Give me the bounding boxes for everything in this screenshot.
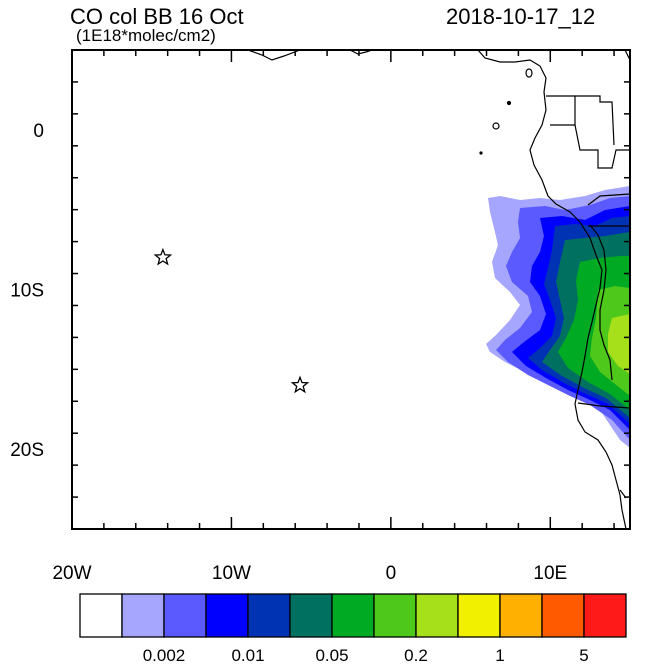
colorbar-label: 0.002 bbox=[143, 646, 186, 665]
x-tick-label: 0 bbox=[386, 563, 397, 584]
station-markers bbox=[153, 247, 310, 394]
colorbar-label: 5 bbox=[579, 646, 588, 665]
map-frame bbox=[71, 49, 631, 530]
colorbar-swatch bbox=[79, 593, 123, 638]
plot-title: CO col BB 16 Oct bbox=[70, 4, 244, 29]
colorbar-swatch bbox=[457, 593, 501, 638]
colorbar-swatch bbox=[583, 593, 627, 638]
timestamp-label: 2018-10-17_12 bbox=[446, 4, 596, 29]
colorbar-swatch bbox=[163, 593, 207, 638]
colorbar-swatch bbox=[331, 593, 375, 638]
star-marker bbox=[290, 375, 310, 394]
axis-tick-labels: 20W 10W 0 10E 0 10S 20S bbox=[10, 121, 567, 584]
units-label: (1E18*molec/cm2) bbox=[76, 26, 216, 45]
colorbar-swatch bbox=[205, 593, 249, 638]
y-tick-label: 10S bbox=[10, 281, 44, 302]
colorbar-label: 1 bbox=[495, 646, 504, 665]
x-tick-label: 10W bbox=[212, 563, 251, 584]
islands bbox=[479, 68, 533, 155]
colorbar-label: 0.2 bbox=[404, 646, 428, 665]
axis-ticks bbox=[71, 49, 630, 530]
colorbar: 0.002 0.01 0.05 0.2 1 5 bbox=[79, 593, 627, 665]
star-marker bbox=[153, 247, 173, 266]
y-tick-label: 0 bbox=[33, 121, 44, 142]
colorbar-swatch bbox=[499, 593, 543, 638]
colorbar-label: 0.01 bbox=[231, 646, 264, 665]
x-tick-label: 20W bbox=[52, 563, 91, 584]
colorbar-swatch bbox=[289, 593, 333, 638]
colorbar-swatch bbox=[541, 593, 585, 638]
colorbar-swatch bbox=[247, 593, 291, 638]
colorbar-swatch bbox=[415, 593, 459, 638]
x-tick-label: 10E bbox=[533, 563, 567, 584]
y-tick-label: 20S bbox=[10, 440, 44, 461]
coastlines bbox=[247, 50, 630, 529]
colorbar-swatch bbox=[121, 593, 165, 638]
colorbar-swatch bbox=[373, 593, 417, 638]
colorbar-label: 0.05 bbox=[315, 646, 348, 665]
